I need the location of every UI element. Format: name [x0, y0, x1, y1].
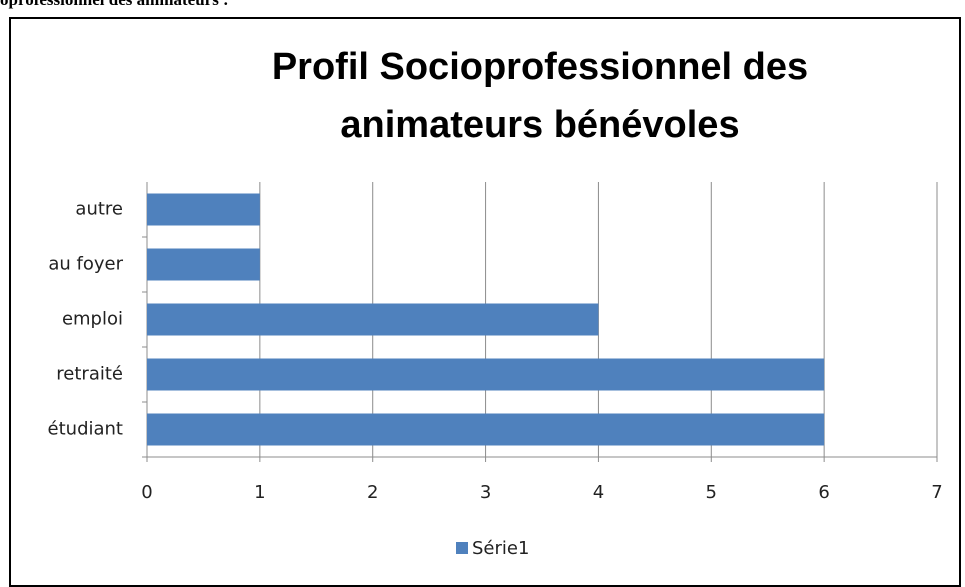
y-tick-label: retraité [56, 364, 123, 385]
x-tick-label: 0 [141, 482, 152, 503]
bar [147, 303, 599, 336]
x-tick-label: 2 [367, 482, 378, 503]
y-tick-label: au foyer [48, 254, 123, 275]
y-tick-label: autre [75, 199, 123, 220]
y-tick-label: emploi [62, 309, 123, 330]
bar [147, 358, 825, 391]
x-tick-label: 3 [480, 482, 491, 503]
x-tick-label: 6 [818, 482, 829, 503]
x-tick-label: 7 [931, 482, 942, 503]
bar [147, 413, 825, 446]
bar [147, 248, 260, 281]
x-tick-label: 5 [706, 482, 717, 503]
legend-swatch [456, 542, 468, 554]
y-tick-label: étudiant [48, 419, 123, 440]
chart-title: Profil Socioprofessionnel des animateurs… [271, 46, 809, 146]
x-tick-label: 1 [254, 482, 265, 503]
caption: oprofessionnel des animateurs : [0, 0, 229, 10]
legend-label: Série1 [472, 538, 529, 559]
x-tick-label: 4 [593, 482, 604, 503]
bar [147, 193, 260, 226]
